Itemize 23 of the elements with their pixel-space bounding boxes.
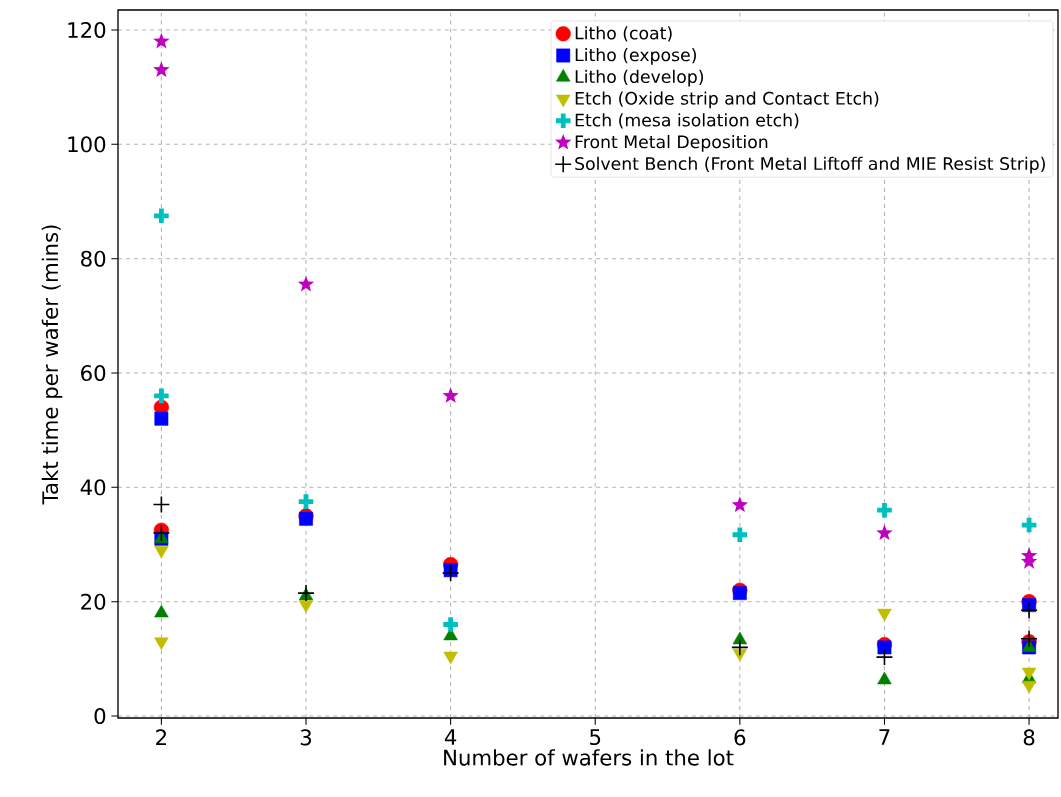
y-tick-label: 120 [68, 21, 106, 39]
y-tick-label: 60 [81, 364, 106, 382]
legend-label: Solvent Bench (Front Metal Liftoff and MIE Resist Strip) [575, 156, 1045, 174]
x-tick-label: 8 [1023, 729, 1035, 746]
x-tick-label: 4 [444, 729, 457, 745]
y-tick-label: 80 [81, 250, 106, 267]
legend-label: Etch (mesa isolation etch) [575, 113, 799, 129]
x-tick-label: 6 [734, 729, 746, 746]
y-tick-label: 40 [80, 479, 106, 496]
legend-label: Front Metal Deposition [575, 134, 768, 152]
x-tick-label: 2 [156, 729, 167, 746]
x-tick-label: 3 [300, 729, 312, 746]
x-tick-label: 7 [879, 729, 890, 745]
legend-label: Litho (develop) [575, 69, 704, 87]
x-axis-title: Number of wafers in the lot [444, 749, 734, 766]
y-tick-label: 100 [68, 136, 106, 153]
legend-label: Litho (expose) [575, 47, 696, 65]
y-tick-label: 20 [81, 593, 106, 610]
x-tick-label: 5 [590, 729, 601, 746]
legend-label: Litho (coat) [575, 26, 672, 42]
y-axis-title: Takt time per wafer (mins) [41, 225, 63, 505]
y-tick-label: 0 [94, 707, 106, 725]
legend-label: Etch (Oxide strip and Contact Etch) [575, 91, 879, 109]
